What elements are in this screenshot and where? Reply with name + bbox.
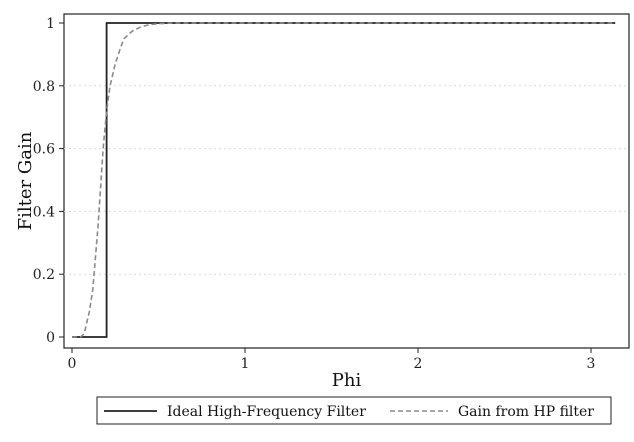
y-axis-label: Filter Gain: [15, 131, 36, 230]
grid-lines: [64, 85, 629, 275]
x-tick-label: 0: [68, 356, 77, 372]
y-tick-label: 0.4: [33, 204, 55, 220]
x-tick-label: 3: [587, 356, 596, 372]
hp-filter-gain-line: [72, 22, 616, 338]
legend-label: Gain from HP filter: [458, 404, 594, 420]
y-tick-label: 0.6: [33, 142, 55, 158]
y-tick-label: 0: [46, 330, 55, 346]
ideal-filter-line: [72, 22, 616, 338]
y-axis-ticks: 0 0.2 0.4 0.6 0.8 1: [33, 16, 64, 346]
y-tick-label: 1: [46, 16, 55, 32]
x-axis-label: Phi: [332, 370, 362, 391]
plot-frame: [63, 13, 630, 349]
x-axis-ticks: 0 1 2 3: [68, 348, 596, 372]
legend-label: Ideal High-Frequency Filter: [167, 404, 366, 420]
legend: Ideal High-Frequency Filter Gain from HP …: [96, 396, 612, 425]
x-tick-label: 2: [414, 356, 423, 372]
y-tick-label: 0.8: [33, 79, 55, 95]
series-layer: [72, 22, 616, 338]
x-tick-label: 1: [241, 356, 250, 372]
y-tick-label: 0.2: [33, 267, 55, 283]
legend-box: [96, 396, 612, 425]
